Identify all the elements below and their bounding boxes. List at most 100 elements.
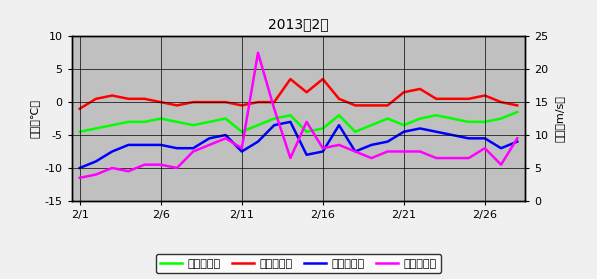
Y-axis label: 風速（m/s）: 風速（m/s） [554, 95, 564, 142]
日平均気温 [157, 117, 164, 120]
日最低気温 [513, 140, 521, 143]
日平均風速 [481, 146, 488, 150]
Y-axis label: 気温（℃）: 気温（℃） [29, 99, 39, 138]
日最高気温 [270, 100, 278, 104]
日最高気温 [76, 107, 84, 110]
日平均気温 [513, 110, 521, 114]
日平均気温 [433, 114, 440, 117]
日平均気温 [400, 124, 407, 127]
日最高気温 [497, 100, 504, 104]
Legend: 日平均気温, 日最高気温, 日最低気温, 日平均風速: 日平均気温, 日最高気温, 日最低気温, 日平均風速 [156, 254, 441, 273]
日平均気温 [368, 124, 375, 127]
日平均気温 [222, 117, 229, 120]
日最高気温 [157, 100, 164, 104]
日最高気温 [125, 97, 132, 100]
日最低気温 [109, 150, 116, 153]
日平均気温 [449, 117, 456, 120]
日最高気温 [513, 104, 521, 107]
日平均風速 [125, 170, 132, 173]
日最低気温 [206, 137, 213, 140]
日平均風速 [190, 150, 197, 153]
日最低気温 [287, 120, 294, 124]
日平均風速 [222, 137, 229, 140]
日平均気温 [190, 124, 197, 127]
日最高気温 [303, 91, 310, 94]
日最高気温 [417, 87, 424, 91]
日最低気温 [254, 140, 261, 143]
日平均風速 [303, 120, 310, 124]
日最高気温 [141, 97, 148, 100]
日平均風速 [513, 137, 521, 140]
日最高気温 [465, 97, 472, 100]
日平均風速 [417, 150, 424, 153]
日最高気温 [93, 97, 100, 100]
日平均気温 [465, 120, 472, 124]
日最低気温 [449, 133, 456, 137]
日平均気温 [93, 127, 100, 130]
日最低気温 [433, 130, 440, 133]
日最低気温 [303, 153, 310, 157]
日最低気温 [417, 127, 424, 130]
日平均風速 [336, 143, 343, 146]
日最高気温 [449, 97, 456, 100]
日平均風速 [206, 143, 213, 146]
日最低気温 [497, 146, 504, 150]
日平均気温 [238, 130, 245, 133]
日平均風速 [76, 176, 84, 179]
日平均気温 [125, 120, 132, 124]
日平均風速 [449, 157, 456, 160]
日最低気温 [190, 146, 197, 150]
日平均風速 [465, 157, 472, 160]
日平均風速 [287, 157, 294, 160]
日平均気温 [287, 114, 294, 117]
Line: 日最高気温: 日最高気温 [80, 79, 517, 109]
日平均気温 [319, 127, 327, 130]
日最高気温 [319, 77, 327, 81]
日最高気温 [336, 97, 343, 100]
日最低気温 [352, 150, 359, 153]
Line: 日平均気温: 日平均気温 [80, 112, 517, 132]
日最低気温 [93, 160, 100, 163]
日最低気温 [336, 124, 343, 127]
日平均風速 [254, 51, 261, 54]
日平均風速 [157, 163, 164, 166]
Line: 日平均風速: 日平均風速 [80, 53, 517, 178]
日平均気温 [206, 120, 213, 124]
日最高気温 [368, 104, 375, 107]
日平均気温 [481, 120, 488, 124]
日最低気温 [400, 130, 407, 133]
日最低気温 [157, 143, 164, 146]
日最高気温 [481, 94, 488, 97]
日平均気温 [417, 117, 424, 120]
日最低気温 [238, 150, 245, 153]
日最低気温 [465, 137, 472, 140]
日最低気温 [481, 137, 488, 140]
日平均気温 [497, 117, 504, 120]
日平均気温 [109, 124, 116, 127]
日最高気温 [254, 100, 261, 104]
日平均風速 [368, 157, 375, 160]
日平均風速 [400, 150, 407, 153]
日最低気温 [222, 133, 229, 137]
日最高気温 [433, 97, 440, 100]
日最高気温 [109, 94, 116, 97]
日最低気温 [384, 140, 391, 143]
日平均気温 [141, 120, 148, 124]
日平均気温 [173, 120, 180, 124]
日最高気温 [173, 104, 180, 107]
日最高気温 [222, 100, 229, 104]
日最低気温 [141, 143, 148, 146]
Line: 日最低気温: 日最低気温 [80, 122, 517, 168]
日最高気温 [384, 104, 391, 107]
日平均風速 [384, 150, 391, 153]
日平均気温 [352, 130, 359, 133]
日平均風速 [141, 163, 148, 166]
日平均気温 [384, 117, 391, 120]
日最高気温 [206, 100, 213, 104]
日最低気温 [173, 146, 180, 150]
日平均気温 [303, 130, 310, 133]
日最高気温 [238, 104, 245, 107]
日平均風速 [352, 150, 359, 153]
日平均風速 [497, 163, 504, 166]
日平均風速 [109, 166, 116, 170]
